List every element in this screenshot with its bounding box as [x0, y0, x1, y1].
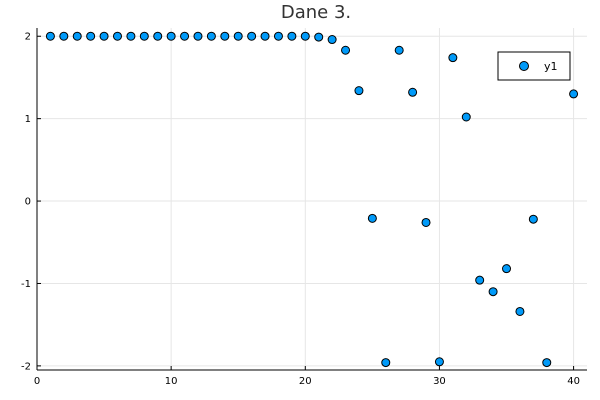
data-point: [448, 53, 458, 63]
x-tick-label: 40: [567, 376, 580, 387]
data-point: [247, 31, 257, 41]
data-point: [300, 31, 310, 41]
x-tick-label: 30: [433, 376, 446, 387]
x-tick-label: 20: [299, 376, 312, 387]
y-tick-label: -1: [21, 279, 31, 290]
grid: [36, 28, 587, 370]
y-tick-label: 1: [25, 114, 31, 125]
axes: [36, 28, 587, 371]
data-point: [220, 31, 230, 41]
data-point: [99, 31, 109, 41]
data-point: [421, 217, 431, 227]
data-point: [206, 31, 216, 41]
x-tick-label: 10: [165, 376, 178, 387]
data-point: [233, 31, 243, 41]
data-point: [193, 31, 203, 41]
data-point: [488, 287, 498, 297]
data-point: [569, 89, 579, 99]
data-point: [461, 112, 471, 122]
data-point: [260, 31, 270, 41]
data-point: [59, 31, 69, 41]
data-point: [314, 32, 324, 42]
tick-labels: 0 10 20 30 40 -2 -1 0 1 2: [21, 32, 580, 387]
data-point: [327, 35, 337, 45]
data-point: [72, 31, 82, 41]
x-tick-label: 0: [34, 376, 40, 387]
data-point: [341, 45, 351, 55]
y-tick-label: 0: [25, 197, 31, 208]
series-y1: [45, 31, 579, 368]
data-point: [126, 31, 136, 41]
data-point: [408, 87, 418, 97]
data-point: [542, 358, 552, 368]
data-point: [287, 31, 297, 41]
data-point: [112, 31, 122, 41]
data-point: [434, 357, 444, 367]
data-point: [273, 31, 283, 41]
data-point: [502, 264, 512, 274]
legend-box: [497, 51, 571, 81]
data-point: [475, 275, 485, 285]
data-point: [139, 31, 149, 41]
legend: y1: [497, 51, 571, 81]
data-point: [153, 31, 163, 41]
data-point: [45, 31, 55, 41]
legend-label-y1: y1: [544, 60, 558, 73]
data-point: [367, 213, 377, 223]
data-point: [394, 45, 404, 55]
data-point: [528, 214, 538, 224]
data-point: [515, 306, 525, 316]
data-point: [166, 31, 176, 41]
data-point: [180, 31, 190, 41]
data-point: [86, 31, 96, 41]
legend-marker-y1: [519, 61, 529, 71]
data-point: [381, 358, 391, 368]
chart-title: Dane 3.: [281, 2, 351, 23]
data-point: [354, 86, 364, 96]
y-tick-label: 2: [25, 32, 31, 43]
y-tick-label: -2: [21, 361, 31, 372]
